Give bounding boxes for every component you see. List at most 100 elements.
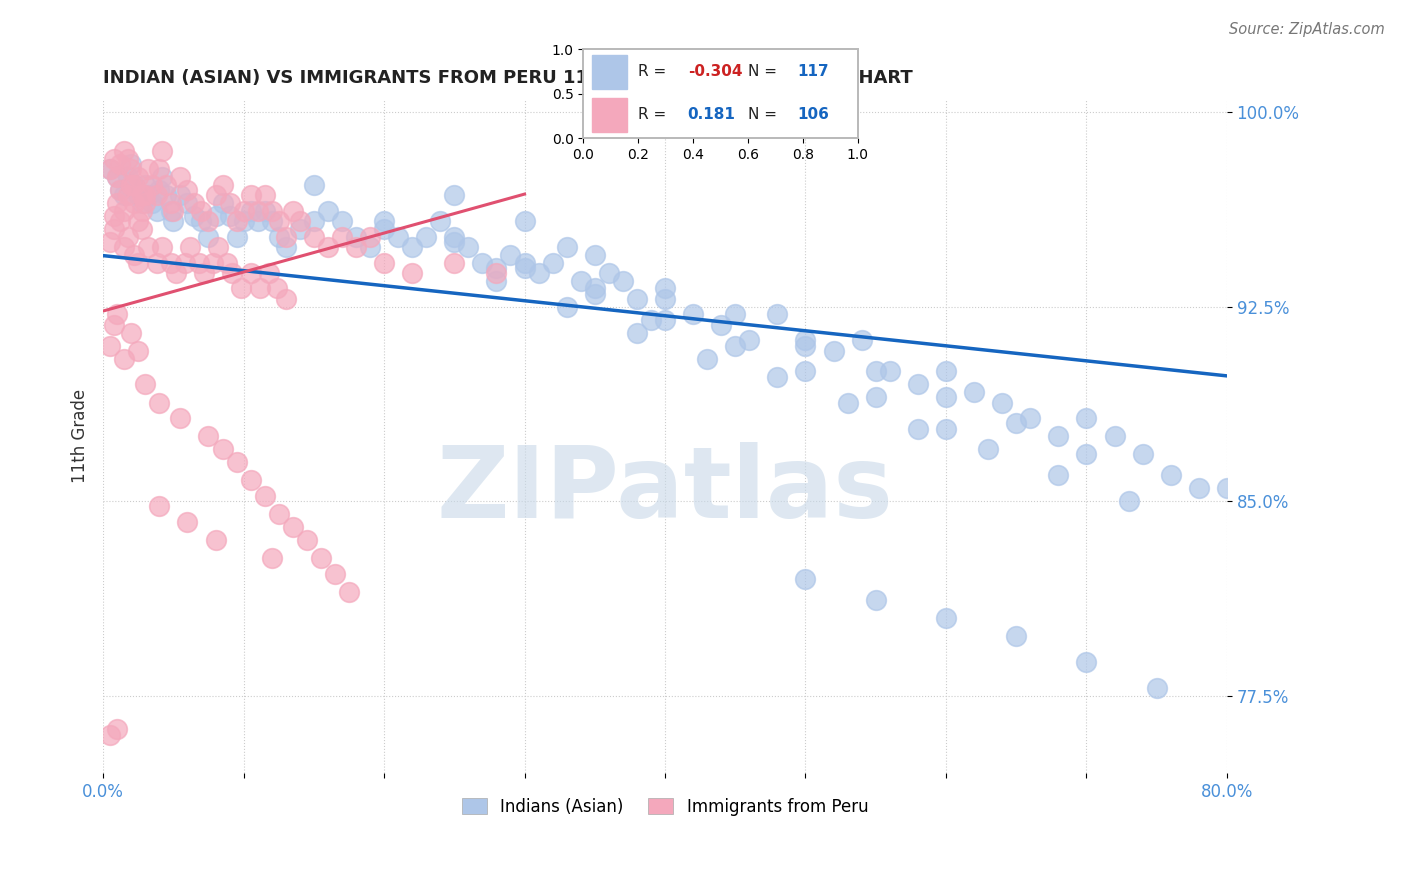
Text: R =: R =	[638, 107, 672, 122]
Point	[197, 214, 219, 228]
Point	[155, 178, 177, 192]
Point	[117, 188, 139, 202]
Point	[1076, 447, 1098, 461]
Point	[1146, 681, 1168, 695]
Point	[141, 195, 163, 210]
Point	[105, 307, 128, 321]
Point	[122, 248, 145, 262]
Point	[131, 203, 153, 218]
Point	[977, 442, 1000, 457]
Point	[654, 312, 676, 326]
Point	[935, 421, 957, 435]
Point	[766, 307, 789, 321]
Point	[179, 240, 201, 254]
Text: 0.181: 0.181	[688, 107, 735, 122]
Point	[359, 240, 381, 254]
Point	[136, 240, 159, 254]
Point	[239, 203, 262, 218]
Point	[626, 326, 648, 340]
Point	[193, 266, 215, 280]
Point	[257, 266, 280, 280]
Point	[555, 300, 578, 314]
Point	[1047, 429, 1070, 443]
Point	[274, 229, 297, 244]
Point	[865, 364, 887, 378]
Point	[766, 369, 789, 384]
Point	[309, 551, 332, 566]
Point	[134, 178, 156, 192]
Point	[274, 240, 297, 254]
Point	[443, 255, 465, 269]
Point	[207, 240, 229, 254]
Point	[626, 292, 648, 306]
Point	[724, 307, 747, 321]
Point	[98, 338, 121, 352]
Point	[105, 723, 128, 737]
Point	[682, 307, 704, 321]
Point	[162, 214, 184, 228]
Point	[1104, 429, 1126, 443]
Point	[127, 188, 149, 202]
Point	[112, 144, 135, 158]
Point	[569, 274, 592, 288]
Point	[696, 351, 718, 366]
Point	[738, 334, 761, 348]
Point	[127, 214, 149, 228]
Point	[211, 195, 233, 210]
Point	[150, 169, 173, 184]
Text: 117: 117	[797, 64, 830, 79]
Point	[103, 152, 125, 166]
Point	[253, 188, 276, 202]
Point	[267, 507, 290, 521]
Point	[266, 281, 288, 295]
Point	[337, 585, 360, 599]
Point	[1188, 481, 1211, 495]
Point	[127, 343, 149, 358]
Point	[204, 533, 226, 547]
Point	[183, 209, 205, 223]
Point	[401, 240, 423, 254]
Point	[131, 222, 153, 236]
Point	[471, 255, 494, 269]
Point	[837, 395, 859, 409]
Point	[794, 334, 817, 348]
Point	[823, 343, 845, 358]
Point	[136, 162, 159, 177]
Point	[103, 318, 125, 332]
Text: 106: 106	[797, 107, 830, 122]
Point	[190, 214, 212, 228]
Point	[302, 178, 325, 192]
Point	[302, 229, 325, 244]
Point	[103, 209, 125, 223]
Text: N =: N =	[748, 64, 782, 79]
Point	[105, 169, 128, 184]
Point	[612, 274, 634, 288]
Point	[145, 255, 167, 269]
Point	[117, 229, 139, 244]
Point	[598, 266, 620, 280]
Point	[120, 162, 142, 177]
Point	[169, 411, 191, 425]
Point	[134, 195, 156, 210]
Point	[513, 260, 536, 275]
Point	[583, 248, 606, 262]
Point	[197, 429, 219, 443]
Point	[907, 377, 929, 392]
Point	[218, 209, 240, 223]
Point	[640, 312, 662, 326]
Point	[141, 178, 163, 192]
Point	[1118, 494, 1140, 508]
Point	[246, 203, 269, 218]
Point	[794, 338, 817, 352]
Point	[218, 195, 240, 210]
Point	[159, 255, 181, 269]
Point	[246, 214, 269, 228]
Point	[541, 255, 564, 269]
Point	[176, 515, 198, 529]
Point	[359, 229, 381, 244]
Point	[221, 266, 243, 280]
Point	[373, 255, 395, 269]
Point	[373, 222, 395, 236]
Point	[794, 572, 817, 586]
Point	[239, 188, 262, 202]
